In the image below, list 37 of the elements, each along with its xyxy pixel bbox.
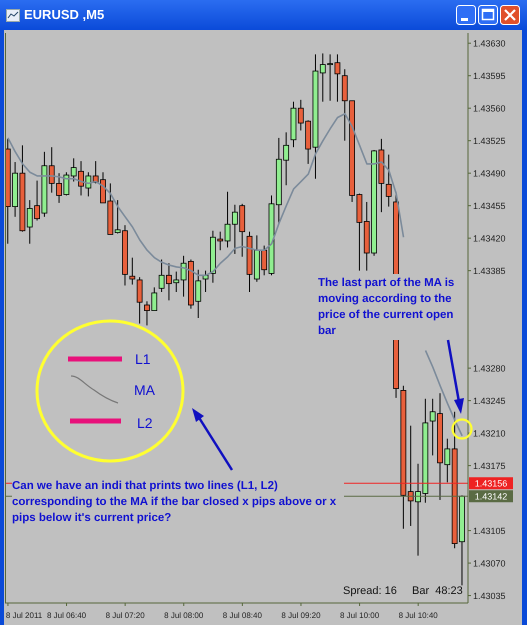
annotation: Spread: 16 — [343, 585, 397, 597]
x-tick-label: 8 Jul 09:20 — [281, 611, 322, 620]
x-tick-label: 8 Jul 10:00 — [340, 611, 380, 620]
chart-title: EURUSD ,M5 — [24, 7, 104, 22]
x-tick-label: 8 Jul 06:40 — [46, 611, 87, 620]
y-tick-label: 1.43490 — [473, 168, 506, 178]
annotation: L2 — [137, 415, 153, 432]
y-tick-label: 1.43105 — [473, 526, 506, 536]
y-tick-label: 1.43525 — [473, 136, 506, 146]
y-tick-label: 1.43175 — [473, 460, 506, 471]
x-tick-label: 8 Jul 07:20 — [106, 611, 146, 620]
x-tick-label: 8 Jul 10:40 — [398, 611, 438, 620]
y-tick-label: 1.43245 — [473, 396, 506, 406]
annotation: L1 — [135, 351, 151, 368]
y-tick-label: 1.43560 — [473, 103, 506, 114]
ref-line-label: 1.43156 — [474, 478, 508, 489]
y-tick-label: 1.43280 — [473, 363, 506, 374]
y-tick-label: 1.43070 — [473, 558, 506, 568]
annotation: Can we have an indi that prints two lines (L1, L2) corresponding to the MA if the bar closed x pips above or x pips below it's current price? — [12, 478, 344, 526]
y-tick-label: 1.43385 — [473, 266, 506, 276]
x-tick-label: 8 Jul 08:00 — [164, 611, 204, 620]
y-tick-label: 1.43420 — [473, 233, 506, 244]
candlestick — [129, 257, 136, 286]
y-tick-label: 1.43035 — [473, 590, 506, 601]
annotation: Bar 48:23 — [412, 585, 463, 597]
annotation: MA — [134, 382, 155, 399]
x-tick-label: 8 Jul 2011 — [6, 611, 43, 620]
candlestick — [283, 132, 290, 186]
candlestick — [386, 154, 392, 208]
y-tick-label: 1.43455 — [473, 200, 506, 211]
annotation: The last part of the MA is moving according to the price of the current open bar — [318, 274, 466, 340]
candlestick — [136, 276, 143, 324]
y-tick-label: 1.43630 — [473, 38, 506, 48]
ref-line-label: 1.43142 — [474, 492, 508, 502]
y-tick-label: 1.43210 — [473, 428, 506, 438]
y-tick-label: 1.43595 — [473, 70, 506, 81]
x-tick-label: 8 Jul 08:40 — [222, 611, 262, 620]
